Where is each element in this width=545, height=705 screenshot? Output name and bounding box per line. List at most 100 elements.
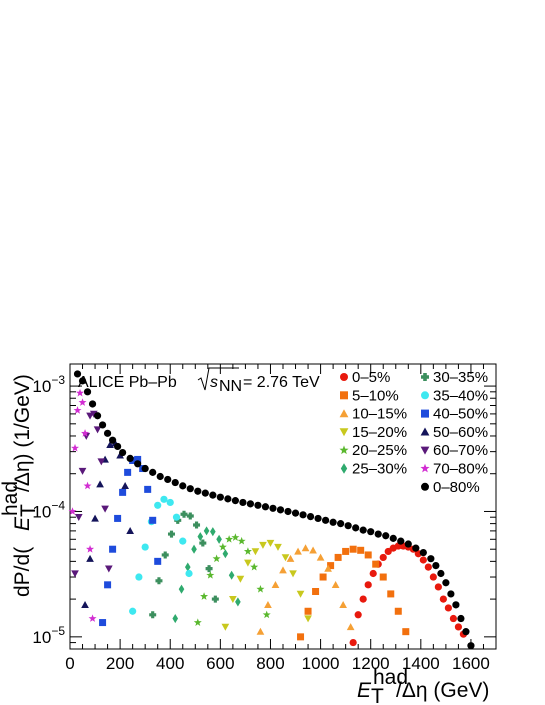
svg-text:ALICE Pb–Pb: ALICE Pb–Pb [78, 374, 177, 391]
data-point [86, 554, 94, 562]
data-point [197, 532, 204, 542]
data-point [289, 570, 297, 578]
data-point [437, 569, 445, 578]
data-point [155, 577, 163, 585]
data-point [316, 553, 325, 561]
data-point [359, 526, 367, 534]
y-tick-label: 10−4 [32, 498, 65, 521]
y-title-base: E [11, 516, 34, 531]
data-point [291, 509, 300, 517]
data-point [419, 556, 427, 564]
data-point [374, 530, 382, 538]
major-ticks [69, 364, 496, 649]
data-point [274, 543, 282, 551]
data-point [339, 600, 347, 608]
legend-label: 35–40% [433, 387, 488, 404]
data-point [256, 627, 265, 635]
annotation-sqrt-base: s [210, 374, 218, 391]
data-point [135, 573, 143, 581]
legend-label: 10–15% [352, 406, 407, 423]
data-point [225, 535, 234, 543]
legend-label: 0–80% [433, 479, 480, 496]
data-point [324, 564, 332, 572]
data-point [337, 520, 345, 528]
series-5–10% [297, 545, 410, 641]
data-point [434, 583, 442, 591]
data-point [243, 547, 252, 555]
data-point [88, 614, 97, 622]
x-tick-label: 600 [206, 654, 234, 673]
y-tick-labels: 10−3 10−4 10−5 [32, 373, 65, 647]
data-point [352, 524, 360, 532]
data-point [201, 489, 209, 497]
data-point [216, 493, 224, 501]
legend-marker [420, 446, 430, 455]
data-point [205, 565, 213, 573]
legend-marker [340, 463, 348, 474]
data-point [194, 487, 202, 495]
data-point [89, 410, 98, 418]
legend-marker [420, 463, 430, 473]
legend-entry: 25–30% [340, 461, 407, 478]
data-point [167, 530, 175, 538]
data-point [104, 565, 113, 573]
data-point [382, 532, 390, 540]
series-30–35% [149, 510, 219, 619]
data-point [346, 623, 355, 631]
data-point [264, 600, 272, 608]
data-point [369, 569, 377, 578]
series-35–40% [129, 495, 193, 615]
data-point [121, 482, 129, 490]
data-point [269, 504, 277, 512]
legend-marker [421, 391, 429, 400]
legend-entry: 10–15% [339, 406, 407, 423]
data-point [271, 580, 280, 588]
data-point [334, 553, 342, 561]
legend: 0–5%5–10% 10–15%15–20%20–25% 25–30% 30–35%3… [339, 369, 488, 496]
x-tick-label: 200 [106, 654, 134, 673]
series-40–50% [99, 455, 162, 627]
data-point [284, 507, 292, 516]
data-point [154, 557, 162, 565]
data-point [178, 584, 185, 594]
data-point [244, 559, 252, 567]
data-point [387, 590, 395, 598]
sqrt-sign [197, 367, 239, 391]
data-point [229, 595, 237, 603]
data-point [184, 562, 191, 572]
annotation-sqrt-sub: NN [219, 378, 242, 395]
data-point [254, 501, 262, 509]
data-point [349, 545, 357, 553]
data-point [193, 618, 202, 626]
data-point [306, 512, 315, 521]
data-point [224, 495, 232, 503]
data-point [81, 429, 90, 437]
x-axis-title: E T had /Δη (GeV) [357, 666, 489, 705]
series-70–80% [68, 388, 97, 622]
data-point [141, 464, 149, 473]
x-title-base: E [357, 679, 372, 702]
data-point [129, 607, 137, 615]
data-point [354, 611, 362, 619]
data-point [449, 614, 457, 623]
data-point [402, 628, 410, 636]
data-point [327, 562, 335, 570]
data-point [216, 534, 222, 544]
data-point [200, 592, 209, 600]
data-point [199, 539, 207, 547]
data-point [304, 615, 312, 623]
data-point [210, 527, 216, 537]
data-point [228, 570, 235, 580]
data-point [286, 554, 295, 562]
data-point [71, 443, 80, 452]
data-point [462, 628, 470, 636]
data-point [126, 527, 134, 535]
x-tick-label: 1400 [402, 654, 440, 673]
legend-marker [340, 391, 348, 400]
data-point [186, 512, 194, 520]
data-point [96, 480, 104, 488]
data-point [397, 537, 405, 545]
y-tick-label: 10−3 [32, 373, 65, 396]
data-point [379, 573, 387, 581]
data-point [444, 604, 452, 612]
